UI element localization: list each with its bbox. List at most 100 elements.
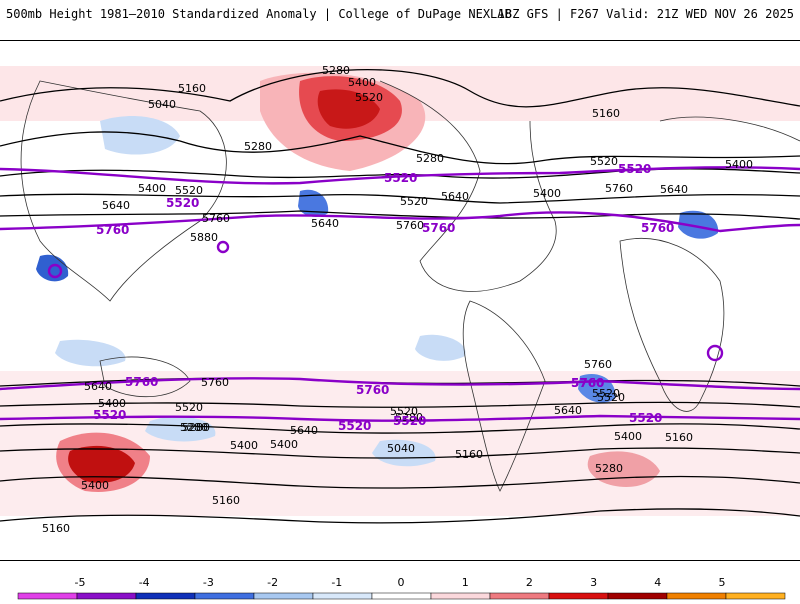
- contour-label: 5520: [629, 411, 662, 425]
- colorbar: -5 -4 -3 -2 -1 0 1 2 3 4 5: [0, 572, 800, 600]
- colorbar-swatch: [430, 592, 491, 600]
- contour-label: 5760: [571, 376, 604, 390]
- contour-label: 5520: [592, 387, 620, 400]
- contour-label: 5160: [592, 107, 620, 120]
- contour-label: 5760: [96, 223, 129, 237]
- contour-label: 5640: [660, 183, 688, 196]
- contour-label: 5400: [533, 187, 561, 200]
- contour-label: 5160: [455, 448, 483, 461]
- colorbar-swatch: [194, 592, 255, 600]
- colorbar-swatch: [371, 592, 432, 600]
- run-info: 18Z GFS | F267 Valid: 21Z WED NOV 26 202…: [497, 7, 794, 21]
- contour-label: 5400: [725, 158, 753, 171]
- colorbar-swatch: [312, 592, 373, 600]
- contour-label: 5160: [42, 522, 70, 535]
- map-title: 500mb Height 1981–2010 Standardized Anom…: [6, 7, 512, 21]
- contour-label: 5760: [422, 221, 455, 235]
- contour-label: 5400: [81, 479, 109, 492]
- colorbar-tick-label: 3: [590, 576, 597, 589]
- colorbar-swatch: [135, 592, 196, 600]
- contour-label: 5520: [175, 184, 203, 197]
- contour-label: 5280: [595, 462, 623, 475]
- contour-label: 5520: [618, 162, 651, 176]
- contour-label: 5520: [390, 405, 418, 418]
- contour-label: 5160: [665, 431, 693, 444]
- contour-label: 5640: [311, 217, 339, 230]
- contour-label: 5400: [138, 182, 166, 195]
- colorbar-swatch: [76, 592, 137, 600]
- contour-label: 5520: [400, 195, 428, 208]
- contour-label: 5760: [202, 212, 230, 225]
- contour-label: 5640: [554, 404, 582, 417]
- contour-label: 5760: [396, 219, 424, 232]
- australia-coast: [99, 356, 191, 398]
- europe-coast: [659, 116, 800, 142]
- height-contours: [0, 68, 800, 524]
- contour-label: 5520: [384, 171, 417, 185]
- colorbar-tick-label: 1: [462, 576, 469, 589]
- contour-label: 5520: [93, 408, 126, 422]
- highlight-contours: [0, 166, 800, 422]
- africa-coast: [619, 238, 725, 412]
- contour-label: 5760: [356, 383, 389, 397]
- contour-label: 5520: [597, 391, 625, 404]
- header: 500mb Height 1981–2010 Standardized Anom…: [0, 0, 800, 30]
- contour-label: 5280: [395, 411, 423, 424]
- contour-label: 5400: [348, 76, 376, 89]
- colorbar-swatch: [666, 592, 727, 600]
- contour-label: 5640: [102, 199, 130, 212]
- contour-label: 5520: [590, 155, 618, 168]
- contour-label: 5520: [338, 419, 371, 433]
- anomaly-map: 5160 5040 5280 5400 5520 5400 5520 5640 …: [0, 40, 800, 561]
- contour-label: 5640: [84, 380, 112, 393]
- contour-label: 5760: [125, 375, 158, 389]
- contour-label: 5520: [393, 414, 426, 428]
- colorbar-tick-label: -3: [203, 576, 214, 589]
- contour-label: 5280: [322, 64, 350, 77]
- contour-label: 5280: [180, 421, 208, 434]
- contour-label: 5400: [230, 439, 258, 452]
- asia-coast: [20, 80, 227, 302]
- black-contour-labels: 5160 5040 5280 5400 5520 5400 5520 5640 …: [42, 64, 753, 535]
- colorbar-swatch: [548, 592, 609, 600]
- contour-label: 5760: [571, 376, 604, 390]
- contour-label: 5280: [244, 140, 272, 153]
- contour-label: 5280: [182, 421, 210, 434]
- contour-label: 5640: [290, 424, 318, 437]
- colorbar-tick-label: 2: [526, 576, 533, 589]
- south-america-coast: [462, 300, 546, 492]
- contour-label: 5760: [201, 376, 229, 389]
- colorbar-swatch: [17, 592, 78, 600]
- contour-label: 5040: [148, 98, 176, 111]
- colorbar-tick-label: -5: [75, 576, 86, 589]
- contour-label: 5280: [416, 152, 444, 165]
- colorbar-tick-label: 4: [654, 576, 661, 589]
- colorbar-tick-label: -1: [331, 576, 342, 589]
- contour-label: 5520: [355, 91, 383, 104]
- colorbar-tick-label: 5: [719, 576, 726, 589]
- map-canvas: 5160 5040 5280 5400 5520 5400 5520 5640 …: [0, 64, 800, 535]
- contour-label: 5520: [166, 196, 199, 210]
- contour-label: 5760: [641, 221, 674, 235]
- colorbar-ticks: -5 -4 -3 -2 -1 0 1 2 3 4 5: [75, 576, 726, 589]
- contour-label: 5040: [387, 442, 415, 455]
- contour-label: 5160: [212, 494, 240, 507]
- purple-contour-labels: 5520 5760 5520 5760 5520 5760 5760 5520 …: [93, 162, 674, 433]
- colorbar-tick-label: 0: [398, 576, 405, 589]
- colorbar-tick-label: -2: [267, 576, 278, 589]
- colorbar-swatches: [17, 592, 786, 600]
- contour-label: 5160: [178, 82, 206, 95]
- contour-label: 5400: [614, 430, 642, 443]
- anomaly-shading: [0, 66, 800, 516]
- contour-label: 5400: [270, 438, 298, 451]
- colorbar-swatch: [489, 592, 550, 600]
- contour-label: 5760: [605, 182, 633, 195]
- contour-label: 5520: [175, 401, 203, 414]
- contour-label: 5640: [441, 190, 469, 203]
- colorbar-canvas: -5 -4 -3 -2 -1 0 1 2 3 4 5: [17, 576, 786, 600]
- colorbar-swatch: [253, 592, 314, 600]
- contour-label: 5880: [190, 231, 218, 244]
- colorbar-tick-label: -4: [139, 576, 150, 589]
- contour-label: 5760: [584, 358, 612, 371]
- colorbar-swatch: [607, 592, 668, 600]
